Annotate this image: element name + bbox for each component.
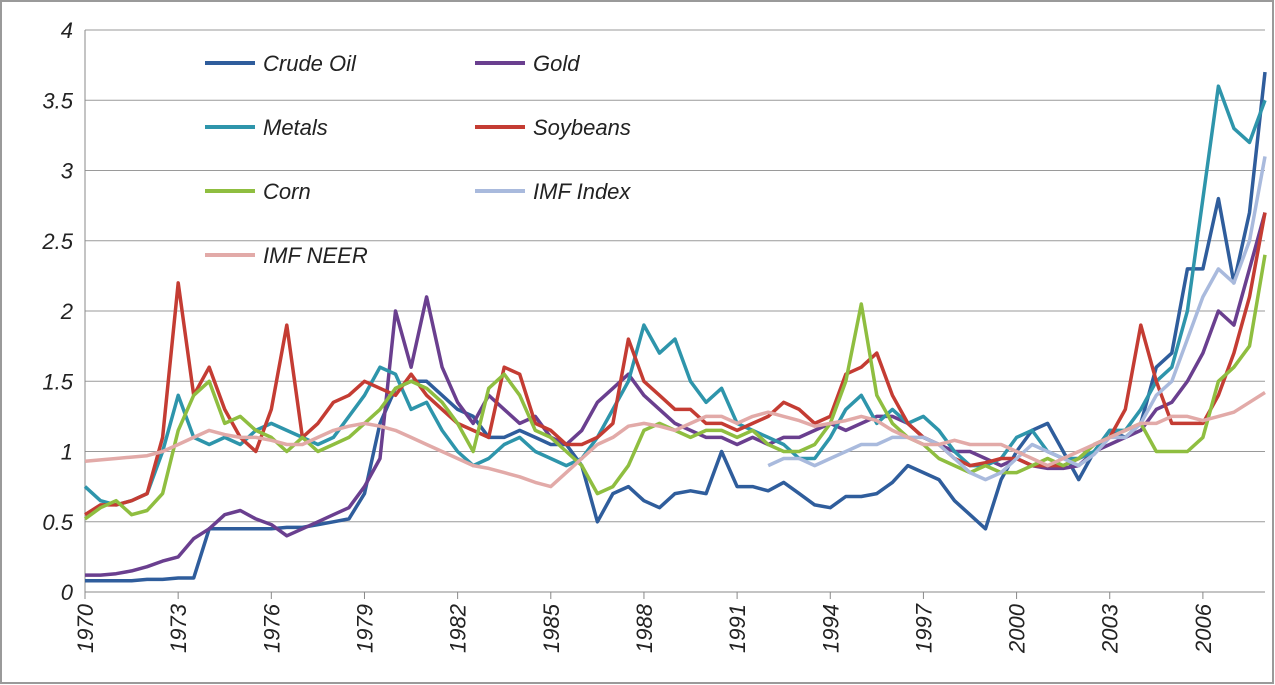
y-tick-label: 3.5	[42, 88, 73, 113]
series-line	[85, 212, 1267, 577]
legend-label: Crude Oil	[263, 51, 357, 76]
y-tick-label: 0.5	[42, 510, 73, 535]
x-tick-label: 2000	[1005, 603, 1030, 654]
y-tick-label: 2.5	[41, 229, 73, 254]
legend-label: IMF Index	[533, 179, 631, 204]
x-tick-label: 1991	[725, 604, 750, 653]
y-tick-label: 0	[61, 580, 74, 605]
legend-label: Metals	[263, 115, 328, 140]
x-tick-label: 1997	[911, 603, 936, 653]
y-tick-label: 3	[61, 159, 74, 184]
legend-label: IMF NEER	[263, 243, 368, 268]
x-tick-label: 1982	[446, 604, 471, 653]
x-tick-label: 2006	[1191, 603, 1216, 654]
x-tick-label: 1973	[166, 603, 191, 653]
series-line	[84, 391, 1266, 489]
y-tick-label: 2	[60, 299, 73, 324]
x-tick-label: 1970	[73, 603, 98, 653]
x-tick-label: 2003	[1098, 603, 1123, 654]
x-tick-label: 1994	[818, 604, 843, 653]
y-tick-label: 1	[61, 440, 73, 465]
y-tick-label: 1.5	[42, 369, 73, 394]
legend-label: Gold	[533, 51, 580, 76]
legend-label: Corn	[263, 179, 311, 204]
y-tick-label: 4	[61, 18, 73, 43]
x-tick-label: 1988	[632, 603, 657, 653]
series-line	[767, 156, 1267, 482]
legend-label: Soybeans	[533, 115, 631, 140]
x-tick-label: 1985	[539, 603, 564, 653]
x-tick-label: 1976	[259, 603, 284, 653]
x-tick-label: 1979	[352, 604, 377, 653]
series-line	[83, 84, 1267, 507]
